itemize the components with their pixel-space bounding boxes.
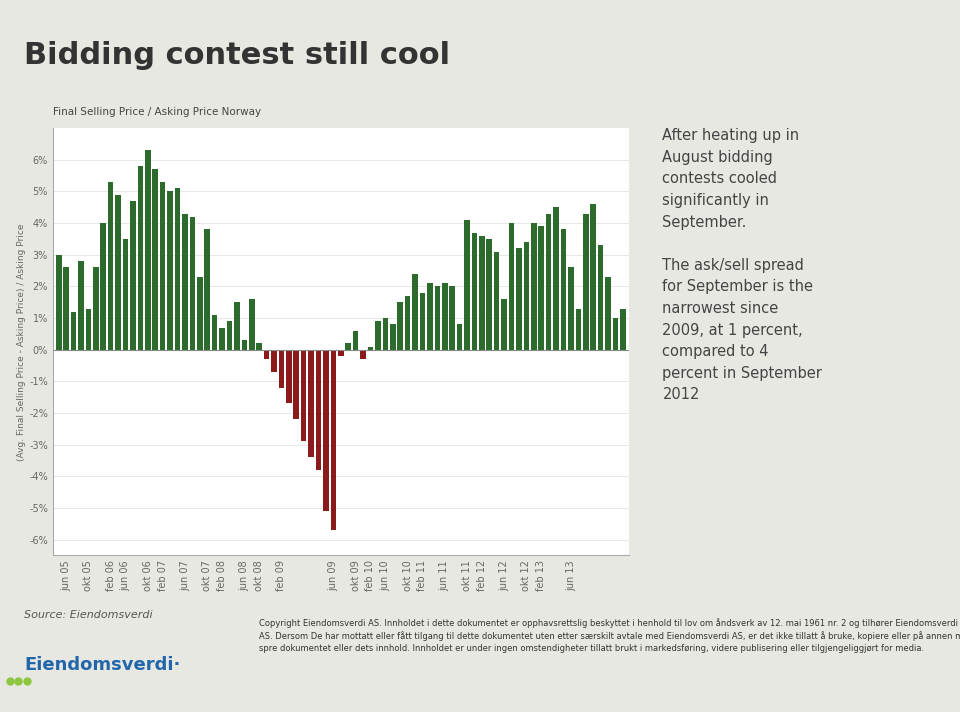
Bar: [390, 325, 396, 350]
Bar: [294, 350, 300, 419]
Bar: [576, 308, 581, 350]
Bar: [71, 312, 77, 350]
Bar: [590, 204, 596, 350]
Bar: [278, 350, 284, 387]
Bar: [539, 226, 544, 350]
Bar: [568, 268, 574, 350]
Bar: [427, 283, 433, 350]
Bar: [531, 223, 537, 350]
Bar: [487, 239, 492, 350]
Bar: [234, 302, 240, 350]
Bar: [115, 194, 121, 350]
Bar: [175, 188, 180, 350]
Bar: [435, 286, 440, 350]
Bar: [242, 340, 247, 350]
Bar: [182, 214, 188, 350]
Bar: [197, 277, 203, 350]
Bar: [368, 347, 373, 350]
Bar: [330, 350, 336, 530]
Bar: [338, 350, 344, 356]
Bar: [256, 343, 262, 350]
Bar: [523, 242, 529, 350]
Bar: [561, 229, 566, 350]
Bar: [249, 299, 254, 350]
Bar: [501, 299, 507, 350]
Bar: [360, 350, 366, 359]
Bar: [63, 268, 69, 350]
Bar: [493, 251, 499, 350]
Bar: [227, 321, 232, 350]
Bar: [264, 350, 270, 359]
Text: Bidding contest still cool: Bidding contest still cool: [24, 41, 450, 70]
Bar: [405, 296, 410, 350]
Bar: [316, 350, 322, 470]
Bar: [212, 315, 217, 350]
Bar: [465, 220, 469, 350]
Bar: [108, 182, 113, 350]
Y-axis label: (Avg. Final Selling Price - Asking Price) / Asking Price: (Avg. Final Selling Price - Asking Price…: [17, 223, 26, 461]
Bar: [189, 216, 195, 350]
Bar: [605, 277, 611, 350]
Bar: [78, 261, 84, 350]
Bar: [219, 328, 225, 350]
Bar: [123, 239, 129, 350]
Bar: [160, 182, 165, 350]
Bar: [300, 350, 306, 441]
Bar: [153, 169, 158, 350]
Text: Final Selling Price / Asking Price Norway: Final Selling Price / Asking Price Norwa…: [53, 108, 261, 117]
Bar: [420, 293, 425, 350]
Bar: [137, 166, 143, 350]
Bar: [553, 207, 559, 350]
Bar: [509, 223, 515, 350]
Bar: [397, 302, 403, 350]
Bar: [382, 318, 388, 350]
Bar: [546, 214, 551, 350]
Bar: [56, 255, 61, 350]
Bar: [204, 229, 210, 350]
Bar: [620, 308, 626, 350]
Bar: [449, 286, 455, 350]
Bar: [612, 318, 618, 350]
Bar: [286, 350, 292, 404]
Bar: [457, 325, 463, 350]
Bar: [272, 350, 276, 372]
Bar: [442, 283, 447, 350]
Bar: [375, 321, 381, 350]
Bar: [353, 330, 358, 350]
Bar: [308, 350, 314, 457]
Bar: [412, 273, 418, 350]
Bar: [167, 192, 173, 350]
Bar: [346, 343, 351, 350]
Bar: [85, 308, 91, 350]
Text: After heating up in
August bidding
contests cooled
significantly in
September.

: After heating up in August bidding conte…: [662, 128, 823, 402]
Bar: [583, 214, 588, 350]
Bar: [516, 248, 521, 350]
Bar: [101, 223, 106, 350]
Text: Copyright Eiendomsverdi AS. Innholdet i dette dokumentet er opphavsrettslig besk: Copyright Eiendomsverdi AS. Innholdet i …: [259, 619, 960, 653]
Bar: [93, 268, 99, 350]
Bar: [145, 150, 151, 350]
Bar: [131, 201, 135, 350]
Bar: [324, 350, 328, 511]
Text: Eiendomsverdi·: Eiendomsverdi·: [24, 656, 180, 674]
Bar: [598, 245, 604, 350]
Bar: [479, 236, 485, 350]
Text: Source: Eiendomsverdi: Source: Eiendomsverdi: [24, 609, 153, 620]
Bar: [471, 233, 477, 350]
